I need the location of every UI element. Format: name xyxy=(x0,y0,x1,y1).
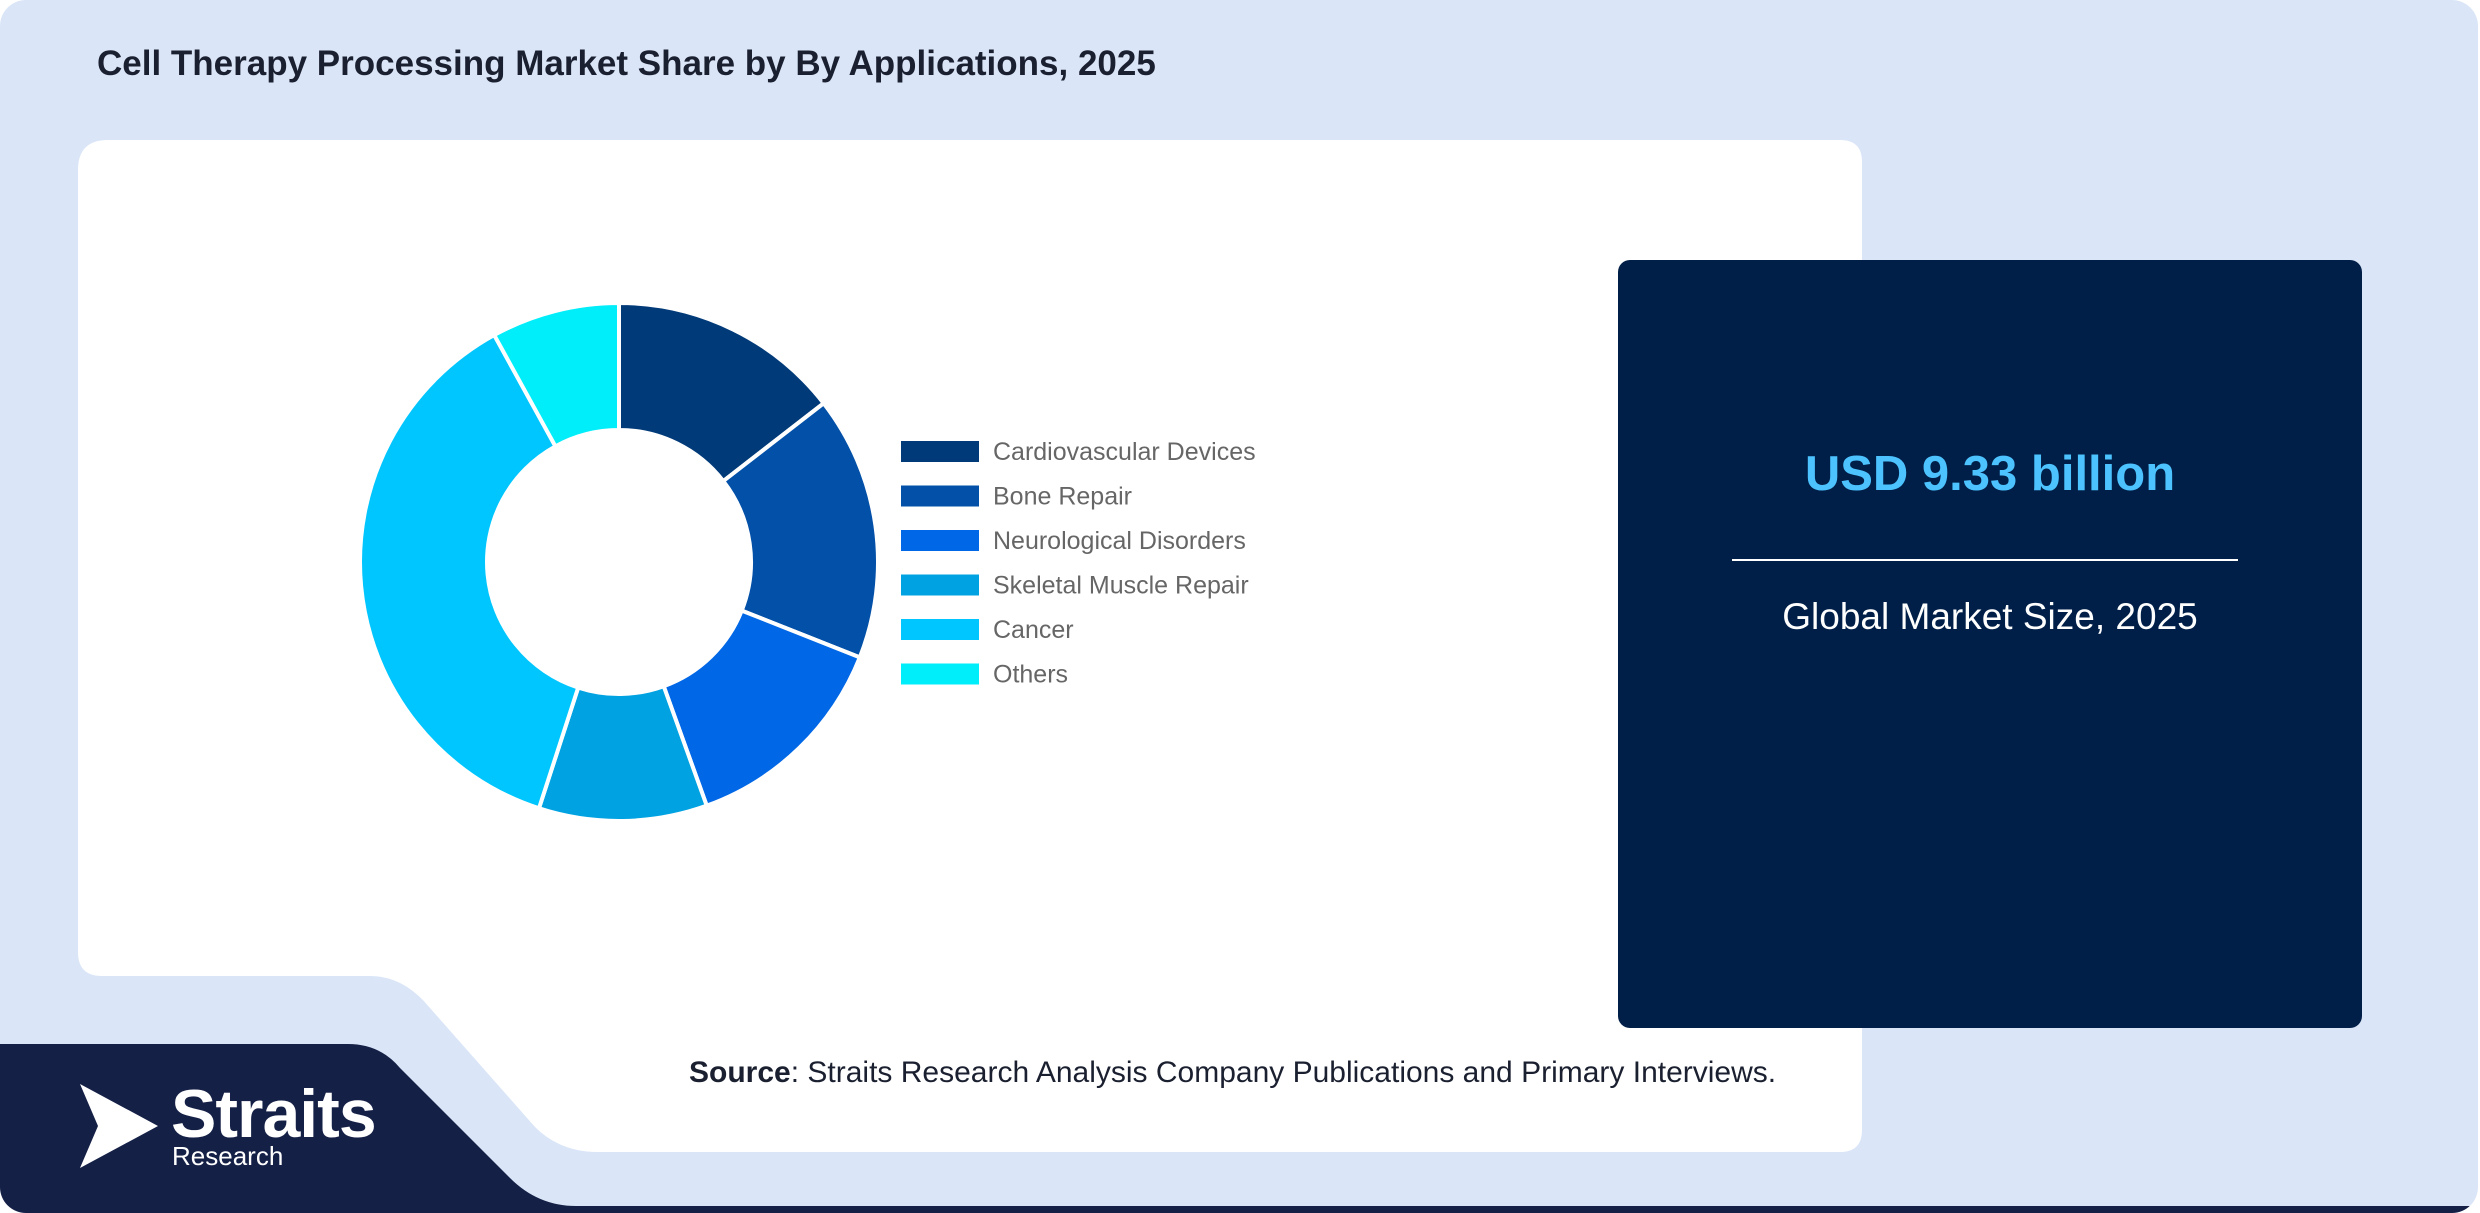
source-label: Source xyxy=(689,1056,791,1089)
donut-slice-others xyxy=(491,300,621,450)
legend-swatch xyxy=(901,574,979,596)
brand-band xyxy=(0,1044,2478,1213)
market-size-label: Global Market Size, 2025 xyxy=(1782,596,2198,637)
donut-slice-neurological-disorders xyxy=(661,607,863,809)
donut-chart xyxy=(358,300,880,823)
legend-label: Skeletal Muscle Repair xyxy=(993,572,1249,600)
card-divider xyxy=(1732,559,2238,561)
chart-legend: Cardiovascular Devices Bone Repair Neurolo… xyxy=(901,438,1256,689)
legend-swatch xyxy=(901,530,979,551)
chart-title: Cell Therapy Processing Market Share by … xyxy=(97,44,1156,83)
source-text: : Straits Research Analysis Company Publ… xyxy=(790,1056,1777,1089)
legend-swatch xyxy=(901,485,979,507)
market-size-card: USD 9.33 billion Global Market Size, 202… xyxy=(1618,260,2362,1028)
donut-slice-bone-repair xyxy=(720,400,880,660)
brand-name: Straits xyxy=(171,1076,377,1152)
donut-slice-cancer xyxy=(358,332,581,811)
straits-logo-icon xyxy=(80,1084,158,1168)
legend-label: Bone Repair xyxy=(993,483,1132,511)
legend-label: Neurological Disorders xyxy=(993,527,1246,555)
legend-swatch xyxy=(901,441,979,462)
legend-swatch xyxy=(901,619,979,640)
legend-label: Others xyxy=(993,661,1068,689)
donut-slice-cardiovascular-devices xyxy=(617,300,827,484)
legend-label: Cardiovascular Devices xyxy=(993,438,1256,466)
legend-label: Cancer xyxy=(993,616,1074,644)
legend-swatch xyxy=(901,663,979,685)
source-note: Source: Straits Research Analysis Compan… xyxy=(689,1056,1776,1090)
chart-panel xyxy=(78,140,1862,1152)
brand-subtitle: Research xyxy=(172,1141,284,1171)
market-size-value: USD 9.33 billion xyxy=(1804,447,2176,501)
